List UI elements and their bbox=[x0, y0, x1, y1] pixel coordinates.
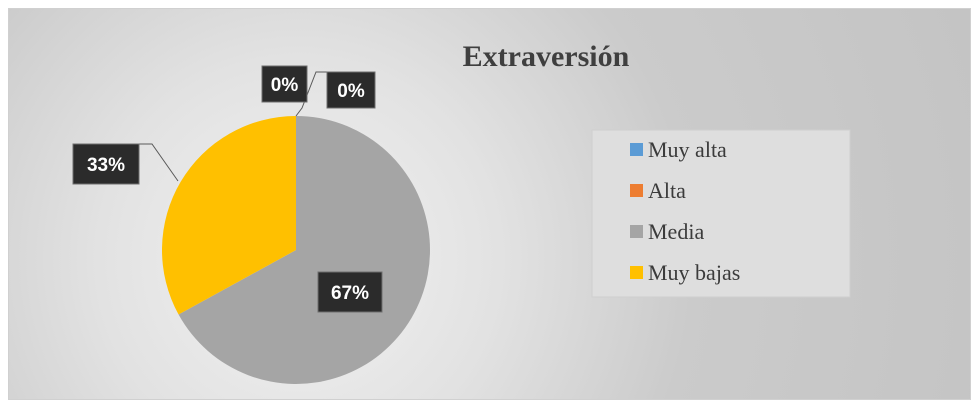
legend-label: Muy alta bbox=[648, 137, 727, 162]
data-label-muy-alta: 0% bbox=[261, 65, 308, 103]
legend: Muy alta Alta Media Muy bajas bbox=[591, 129, 851, 298]
legend-swatch bbox=[630, 266, 643, 279]
data-label-media: 67% bbox=[317, 271, 383, 313]
legend-item-muy-bajas: Muy bajas bbox=[630, 260, 740, 285]
data-label-box bbox=[72, 143, 140, 185]
legend-item-media: Media bbox=[630, 219, 704, 244]
pie-slices bbox=[162, 116, 430, 384]
pie-slice-media bbox=[178, 116, 430, 384]
legend-label: Muy bajas bbox=[648, 260, 740, 285]
legend-swatch bbox=[630, 143, 643, 156]
legend-swatch bbox=[630, 184, 643, 197]
data-label-muy-bajas: 33% bbox=[72, 143, 140, 185]
legend-label: Alta bbox=[648, 178, 686, 203]
data-label-text: 0% bbox=[271, 75, 299, 96]
data-label-box bbox=[317, 271, 383, 313]
legend-item-muy-alta: Muy alta bbox=[630, 137, 727, 162]
leader-line-muy-bajas bbox=[139, 143, 179, 182]
data-label-alta: 0% bbox=[326, 71, 376, 109]
data-labels: 0% 0% 67% 33% bbox=[72, 65, 383, 313]
data-label-text: 67% bbox=[331, 283, 369, 304]
legend-swatch bbox=[630, 225, 643, 238]
data-label-box bbox=[326, 71, 376, 109]
chart-title: Extraversión bbox=[463, 40, 630, 73]
leader-line-alta bbox=[295, 71, 327, 117]
data-label-text: 0% bbox=[337, 81, 365, 102]
legend-item-alta: Alta bbox=[630, 178, 686, 203]
data-label-box bbox=[261, 65, 308, 103]
pie-slice-muy-bajas bbox=[162, 116, 296, 315]
legend-label: Media bbox=[648, 219, 704, 244]
data-label-text: 33% bbox=[87, 155, 125, 176]
leader-lines bbox=[139, 71, 327, 182]
